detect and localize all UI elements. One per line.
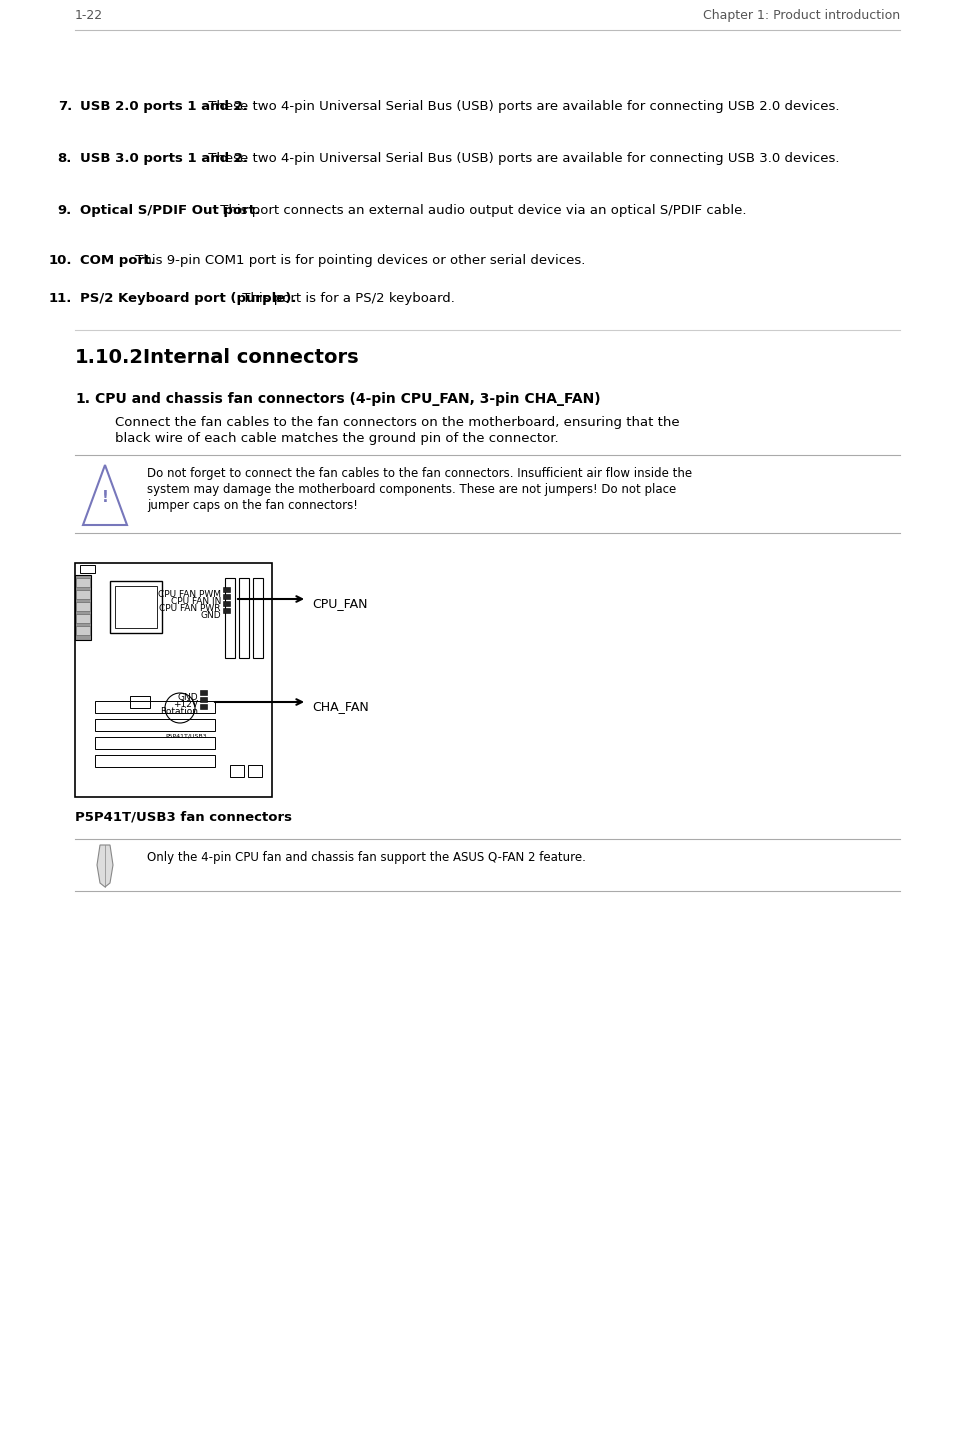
- Text: GND: GND: [200, 611, 221, 620]
- Bar: [95, 700, 214, 713]
- Text: +12V: +12V: [172, 700, 198, 709]
- Bar: [223, 594, 230, 600]
- Text: These two 4-pin Universal Serial Bus (USB) ports are available for connecting US: These two 4-pin Universal Serial Bus (US…: [204, 152, 839, 165]
- Text: Internal connectors: Internal connectors: [143, 348, 358, 367]
- Bar: [76, 626, 90, 636]
- Text: COM port.: COM port.: [80, 255, 155, 267]
- Text: This port is for a PS/2 keyboard.: This port is for a PS/2 keyboard.: [238, 292, 455, 305]
- Text: GND: GND: [177, 693, 198, 702]
- Bar: [75, 575, 91, 640]
- Bar: [223, 601, 230, 605]
- Bar: [76, 578, 90, 587]
- Bar: [239, 578, 249, 659]
- Text: 7.: 7.: [58, 101, 71, 114]
- Text: CHA_FAN: CHA_FAN: [312, 700, 369, 713]
- Bar: [230, 765, 244, 777]
- Text: Optical S/PDIF Out port.: Optical S/PDIF Out port.: [80, 204, 260, 217]
- Text: CPU FAN PWM: CPU FAN PWM: [158, 590, 221, 600]
- Text: This port connects an external audio output device via an optical S/PDIF cable.: This port connects an external audio out…: [215, 204, 745, 217]
- Text: 1-22: 1-22: [75, 9, 103, 22]
- Text: Only the 4-pin CPU fan and chassis fan support the ASUS Q-FAN 2 feature.: Only the 4-pin CPU fan and chassis fan s…: [147, 851, 585, 864]
- Bar: [75, 564, 272, 797]
- Text: CPU FAN IN: CPU FAN IN: [171, 597, 221, 605]
- Bar: [253, 578, 263, 659]
- Text: P5P41T/USB3: P5P41T/USB3: [165, 733, 207, 738]
- Text: 11.: 11.: [49, 292, 71, 305]
- Text: PS/2 Keyboard port (purple).: PS/2 Keyboard port (purple).: [80, 292, 296, 305]
- Text: 1.10.2: 1.10.2: [75, 348, 144, 367]
- Text: jumper caps on the fan connectors!: jumper caps on the fan connectors!: [147, 499, 357, 512]
- Text: These two 4-pin Universal Serial Bus (USB) ports are available for connecting US: These two 4-pin Universal Serial Bus (US…: [204, 101, 839, 114]
- Bar: [110, 581, 162, 633]
- Text: USB 3.0 ports 1 and 2.: USB 3.0 ports 1 and 2.: [80, 152, 248, 165]
- Bar: [223, 587, 230, 592]
- Text: CPU_FAN: CPU_FAN: [312, 597, 367, 610]
- Text: black wire of each cable matches the ground pin of the connector.: black wire of each cable matches the gro…: [115, 431, 558, 444]
- Text: 9.: 9.: [58, 204, 71, 217]
- Text: Do not forget to connect the fan cables to the fan connectors. Insufficient air : Do not forget to connect the fan cables …: [147, 467, 691, 480]
- Text: 8.: 8.: [57, 152, 71, 165]
- Text: This 9-pin COM1 port is for pointing devices or other serial devices.: This 9-pin COM1 port is for pointing dev…: [131, 255, 584, 267]
- Text: !: !: [101, 489, 109, 505]
- Text: Chapter 1: Product introduction: Chapter 1: Product introduction: [702, 9, 899, 22]
- Bar: [80, 565, 95, 572]
- Bar: [200, 690, 207, 695]
- Text: system may damage the motherboard components. These are not jumpers! Do not plac: system may damage the motherboard compon…: [147, 483, 676, 496]
- Bar: [248, 765, 262, 777]
- Bar: [115, 587, 157, 628]
- Bar: [225, 578, 234, 659]
- Bar: [223, 608, 230, 613]
- Bar: [95, 755, 214, 766]
- Bar: [200, 697, 207, 702]
- Text: Connect the fan cables to the fan connectors on the motherboard, ensuring that t: Connect the fan cables to the fan connec…: [115, 416, 679, 429]
- Text: CPU and chassis fan connectors (4-pin CPU_FAN, 3-pin CHA_FAN): CPU and chassis fan connectors (4-pin CP…: [95, 393, 600, 406]
- Bar: [76, 614, 90, 623]
- Bar: [130, 696, 150, 707]
- Bar: [200, 705, 207, 709]
- Text: 10.: 10.: [49, 255, 71, 267]
- Polygon shape: [97, 846, 112, 887]
- Bar: [95, 719, 214, 731]
- Bar: [95, 738, 214, 749]
- Text: P5P41T/USB3 fan connectors: P5P41T/USB3 fan connectors: [75, 811, 292, 824]
- Text: 1.: 1.: [75, 393, 90, 406]
- Bar: [76, 590, 90, 600]
- Text: CPU FAN PWR: CPU FAN PWR: [159, 604, 221, 613]
- Text: USB 2.0 ports 1 and 2.: USB 2.0 ports 1 and 2.: [80, 101, 248, 114]
- Bar: [76, 603, 90, 611]
- Text: Rotation: Rotation: [160, 707, 198, 716]
